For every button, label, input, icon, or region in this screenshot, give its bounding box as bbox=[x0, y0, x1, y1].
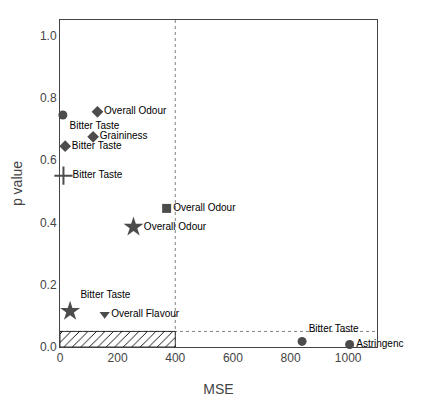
svg-text:Overall Flavour: Overall Flavour bbox=[111, 308, 179, 319]
svg-text:200: 200 bbox=[108, 351, 128, 365]
svg-text:800: 800 bbox=[281, 351, 301, 365]
svg-text:1.0: 1.0 bbox=[40, 29, 57, 43]
svg-text:0.2: 0.2 bbox=[40, 278, 57, 292]
svg-text:600: 600 bbox=[223, 351, 243, 365]
svg-text:Astringenc: Astringenc bbox=[356, 338, 403, 349]
svg-text:Bitter Taste: Bitter Taste bbox=[72, 140, 122, 151]
svg-text:Graininess: Graininess bbox=[100, 130, 148, 141]
svg-text:p value: p value bbox=[9, 161, 25, 206]
svg-text:0.6: 0.6 bbox=[40, 153, 57, 167]
svg-text:Bitter Taste: Bitter Taste bbox=[309, 323, 359, 334]
svg-text:1000: 1000 bbox=[335, 351, 362, 365]
svg-text:MSE: MSE bbox=[203, 381, 233, 397]
svg-text:Overall Odour: Overall Odour bbox=[173, 202, 236, 213]
svg-text:0.4: 0.4 bbox=[40, 216, 57, 230]
svg-text:Overall Odour: Overall Odour bbox=[104, 105, 167, 116]
svg-text:Overall Odour: Overall Odour bbox=[144, 221, 207, 232]
svg-text:0: 0 bbox=[57, 351, 64, 365]
svg-text:Bitter Taste: Bitter Taste bbox=[70, 120, 120, 131]
svg-text:Bitter Taste: Bitter Taste bbox=[73, 169, 123, 180]
svg-text:0.8: 0.8 bbox=[40, 91, 57, 105]
svg-text:400: 400 bbox=[165, 351, 185, 365]
svg-text:0.0: 0.0 bbox=[40, 340, 57, 354]
svg-text:Bitter Taste: Bitter Taste bbox=[80, 289, 130, 300]
